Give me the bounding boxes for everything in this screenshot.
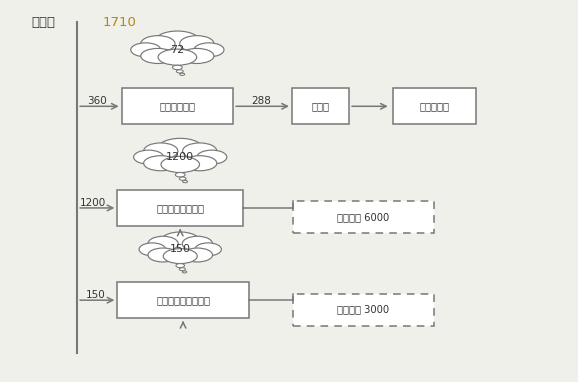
Ellipse shape (172, 65, 182, 70)
Text: 288: 288 (251, 96, 272, 106)
Text: 1200: 1200 (80, 198, 106, 208)
Ellipse shape (175, 173, 185, 177)
Ellipse shape (155, 31, 200, 52)
Text: 150: 150 (86, 290, 106, 300)
Ellipse shape (176, 264, 184, 268)
Ellipse shape (134, 150, 164, 164)
Ellipse shape (148, 248, 178, 262)
Bar (292, 88, 349, 124)
Ellipse shape (194, 43, 224, 57)
Ellipse shape (139, 243, 165, 256)
Ellipse shape (183, 156, 217, 171)
Ellipse shape (197, 150, 227, 164)
Ellipse shape (141, 49, 175, 63)
Bar (117, 190, 243, 226)
Ellipse shape (163, 249, 197, 264)
Ellipse shape (182, 236, 213, 251)
Ellipse shape (158, 138, 203, 159)
Ellipse shape (158, 49, 197, 65)
Ellipse shape (180, 73, 185, 75)
Ellipse shape (141, 36, 175, 52)
Text: 化粪池: 化粪池 (312, 101, 329, 111)
Text: 360: 360 (87, 96, 107, 106)
Ellipse shape (179, 177, 186, 180)
Ellipse shape (131, 43, 161, 57)
Ellipse shape (195, 243, 221, 256)
Text: 循环使用 6000: 循环使用 6000 (338, 212, 390, 222)
Text: 冲天炉脱硫系统用水: 冲天炉脱硫系统用水 (156, 295, 210, 305)
Ellipse shape (161, 232, 200, 251)
Bar (121, 88, 233, 124)
Ellipse shape (176, 70, 183, 73)
Ellipse shape (180, 49, 214, 63)
Ellipse shape (179, 268, 186, 271)
Bar (293, 294, 434, 325)
Ellipse shape (144, 156, 178, 171)
Bar (117, 282, 249, 318)
Text: 1200: 1200 (166, 152, 194, 162)
Text: 新鲜水: 新鲜水 (31, 16, 55, 29)
Ellipse shape (180, 36, 214, 52)
Bar (394, 88, 476, 124)
Ellipse shape (183, 271, 187, 273)
Text: 冲天炉间接冷却水: 冲天炉间接冷却水 (156, 203, 204, 213)
Ellipse shape (148, 236, 178, 251)
Text: 职工生活用水: 职工生活用水 (160, 101, 195, 111)
Text: 农家肥灌溉: 农家肥灌溉 (420, 101, 450, 111)
Ellipse shape (183, 180, 187, 183)
Text: 循环使用 3000: 循环使用 3000 (338, 304, 390, 315)
Ellipse shape (182, 248, 213, 262)
Ellipse shape (183, 143, 217, 159)
Ellipse shape (161, 156, 199, 173)
Ellipse shape (144, 143, 178, 159)
Text: 1710: 1710 (103, 16, 137, 29)
Text: 150: 150 (170, 244, 191, 254)
Bar (293, 201, 434, 233)
Text: 72: 72 (171, 45, 184, 55)
